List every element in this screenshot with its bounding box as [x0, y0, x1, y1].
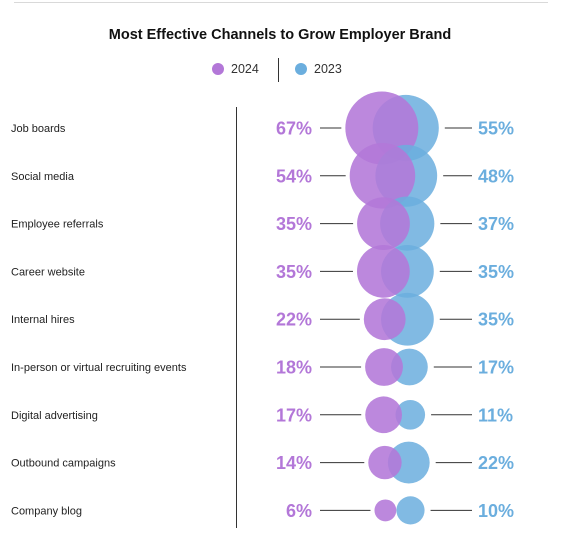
legend-label-2024: 2024: [231, 62, 259, 76]
value-label-2024: 22%: [276, 310, 312, 330]
bubble-2024: [356, 245, 410, 298]
legend-swatch-2024: [212, 63, 224, 75]
category-label: Outbound campaigns: [11, 458, 116, 470]
chart-legend: 2024 2023: [0, 58, 560, 82]
value-label-2024: 18%: [276, 358, 312, 378]
category-label: Employee referrals: [11, 219, 104, 231]
bubble-2024: [357, 197, 410, 250]
bubble-2023: [395, 400, 426, 430]
bubble-2024: [363, 298, 406, 341]
value-label-2023: 37%: [478, 214, 514, 234]
value-label-2024: 35%: [276, 262, 312, 282]
legend-item-2024: 2024: [212, 62, 259, 76]
value-label-2024: 17%: [276, 405, 312, 425]
top-divider: [14, 2, 548, 3]
value-label-2024: 14%: [276, 453, 312, 473]
category-label: Company blog: [11, 505, 82, 517]
bubble-2023: [387, 441, 430, 484]
axis-divider: [236, 107, 237, 528]
legend-label-2023: 2023: [314, 62, 342, 76]
category-label: Internal hires: [11, 314, 75, 326]
value-label-2023: 48%: [478, 166, 514, 186]
value-label-2023: 17%: [478, 358, 514, 378]
bubble-2024: [365, 396, 403, 434]
value-label-2024: 35%: [276, 214, 312, 234]
bubble-2024: [374, 499, 397, 522]
value-label-2023: 10%: [478, 501, 514, 521]
bubble-2023: [396, 496, 425, 525]
value-label-2023: 55%: [478, 119, 514, 139]
bubble-2024: [365, 348, 403, 386]
value-label-2023: 35%: [478, 310, 514, 330]
legend-separator: [278, 58, 279, 82]
category-label: Social media: [11, 171, 75, 183]
category-label: In-person or virtual recruiting events: [11, 362, 187, 374]
legend-swatch-2023: [295, 63, 307, 75]
value-label-2024: 6%: [286, 501, 312, 521]
legend-item-2023: 2023: [295, 62, 342, 76]
bubble-2024: [349, 143, 416, 209]
value-label-2024: 54%: [276, 166, 312, 186]
category-label: Career website: [11, 266, 85, 278]
value-label-2023: 11%: [478, 405, 513, 425]
category-label: Job boards: [11, 123, 66, 135]
value-label-2024: 67%: [276, 119, 312, 139]
value-label-2023: 35%: [478, 262, 514, 282]
bubble-2024: [368, 445, 402, 480]
value-label-2023: 22%: [478, 453, 514, 473]
chart-title: Most Effective Channels to Grow Employer…: [108, 27, 452, 43]
category-label: Digital advertising: [11, 410, 98, 422]
